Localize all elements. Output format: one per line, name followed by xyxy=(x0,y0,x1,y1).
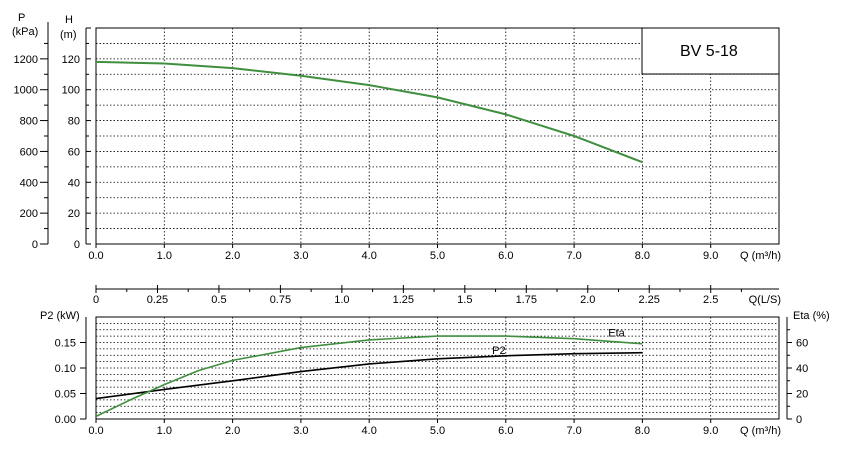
model-title: BV 5-18 xyxy=(680,43,738,60)
p-tick-label: 400 xyxy=(20,177,38,189)
p2-series-label: P2 xyxy=(492,345,505,357)
ls-tick-label: 0 xyxy=(93,294,99,306)
p2-tick-label: 0.00 xyxy=(55,414,76,426)
bottom-x-tick-label: 5.0 xyxy=(430,425,445,437)
eta-curve xyxy=(95,335,643,418)
eta-tick-label: 60 xyxy=(796,338,808,350)
p-axis-label: P xyxy=(18,12,25,24)
bottom-x-tick-label: 9.0 xyxy=(703,425,718,437)
p2-axis-label: P2 (kW) xyxy=(40,310,80,322)
top-x-tick-label: 2.0 xyxy=(225,250,240,262)
ls-tick-label: 2.25 xyxy=(639,294,660,306)
ls-tick-label: 1.75 xyxy=(516,294,537,306)
p-tick-label: 800 xyxy=(20,116,38,128)
ls-tick-label: 1.25 xyxy=(393,294,414,306)
top-x-tick-label: 6.0 xyxy=(498,250,513,262)
eta-axis-label: Eta (%) xyxy=(793,310,830,322)
h-tick-label: 80 xyxy=(68,116,80,128)
bottom-x-tick-label: 8.0 xyxy=(635,425,650,437)
bottom-x-tick-label: 0.0 xyxy=(88,425,103,437)
bottom-x-tick-label: 1.0 xyxy=(157,425,172,437)
p2-curve xyxy=(95,351,643,400)
model-title-box xyxy=(641,27,780,75)
p-tick-label: 200 xyxy=(20,208,38,220)
p2-tick-label: 0.05 xyxy=(55,389,76,401)
p-tick-label: 600 xyxy=(20,146,38,158)
h-axis-unit: (m) xyxy=(60,29,77,41)
h-tick-label: 120 xyxy=(62,54,80,66)
p-tick-label: 1200 xyxy=(14,54,38,66)
bottom-x-tick-label: 2.0 xyxy=(225,425,240,437)
h-axis-label: H xyxy=(65,14,73,26)
top-x-tick-label: 4.0 xyxy=(362,250,377,262)
bottom-x-tick-label: 6.0 xyxy=(498,425,513,437)
bottom-x-tick-label: 3.0 xyxy=(293,425,308,437)
eta-tick-label: 0 xyxy=(796,414,802,426)
chart-curves: P2 Eta xyxy=(95,60,643,418)
p-tick-label: 0 xyxy=(32,239,38,251)
top-x-tick-label: 7.0 xyxy=(566,250,581,262)
p-tick-label: 1000 xyxy=(14,85,38,97)
ls-tick-label: 2.0 xyxy=(580,294,595,306)
ls-tick-label: 0.25 xyxy=(147,294,168,306)
bottom-x-axis-label: Q (m³/h) xyxy=(740,425,781,437)
bottom-x-tick-label: 7.0 xyxy=(566,425,581,437)
top-x-tick-label: 8.0 xyxy=(635,250,650,262)
ls-tick-label: 1.0 xyxy=(334,294,349,306)
h-tick-label: 0 xyxy=(74,239,80,251)
top-x-tick-label: 9.0 xyxy=(703,250,718,262)
h-tick-label: 100 xyxy=(62,85,80,97)
p-axis-unit: (kPa) xyxy=(12,26,38,38)
ls-axis-label: Q(L/S) xyxy=(749,294,781,306)
ls-tick-label: 2.5 xyxy=(703,294,718,306)
eta-tick-label: 40 xyxy=(796,363,808,375)
p2-tick-label: 0.15 xyxy=(55,338,76,350)
top-x-axis-label: Q (m³/h) xyxy=(740,250,781,262)
p2-tick-label: 0.10 xyxy=(55,363,76,375)
ls-tick-label: 0.5 xyxy=(211,294,226,306)
ls-tick-label: 0.75 xyxy=(270,294,291,306)
top-x-tick-label: 5.0 xyxy=(430,250,445,262)
head-curve xyxy=(95,60,643,164)
h-tick-label: 20 xyxy=(68,208,80,220)
h-tick-label: 40 xyxy=(68,177,80,189)
bottom-chart-grid xyxy=(95,316,780,420)
eta-series-label: Eta xyxy=(608,328,625,340)
h-tick-label: 60 xyxy=(68,146,80,158)
eta-tick-label: 20 xyxy=(796,389,808,401)
top-x-tick-label: 1.0 xyxy=(157,250,172,262)
ls-tick-label: 1.5 xyxy=(457,294,472,306)
top-x-tick-label: 0.0 xyxy=(88,250,103,262)
top-chart-axis-labels: 0.0 1.0 2.0 3.0 4.0 5.0 6.0 7.0 8.0 9.0 Q (m³/h) 0 2… xyxy=(12,12,781,262)
bottom-chart-axis-labels: 0 0.25 0.5 0.75 1.0 1.25 1.5 1.75 2.0 2.25 2.5 Q(L/… xyxy=(40,285,830,437)
top-x-tick-label: 3.0 xyxy=(293,250,308,262)
bottom-x-tick-label: 4.0 xyxy=(362,425,377,437)
